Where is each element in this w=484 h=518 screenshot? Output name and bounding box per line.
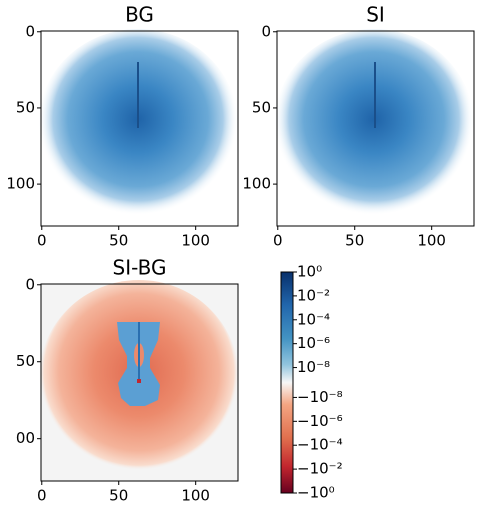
x-tick-label: 50 [109,232,128,250]
colorbar-tick-label: −10⁻² [297,460,343,478]
axes-frame [40,30,239,227]
x-tick-label: 50 [109,487,128,505]
y-tick-label: 100 [242,175,271,193]
x-tick-label: 100 [181,232,210,250]
colorbar-tick-label: 10⁻⁶ [297,334,330,352]
colorbar-frame [280,271,294,494]
x-tick-label: 0 [273,232,283,250]
colorbar-tick-label: 10⁻⁴ [297,310,330,328]
y-tick-label: 50 [252,98,271,116]
axes-frame [276,30,475,227]
colorbar-tick-label: 10⁻² [297,286,330,304]
colorbar-fill [281,272,293,493]
colorbar-tick-label: −10⁻⁶ [297,412,343,430]
x-tick-label: 0 [37,487,47,505]
colorbar-tick-label: −10⁻⁴ [297,436,343,454]
colorbar-tick-label: −10⁻⁸ [297,388,343,406]
colorbar-tick-label: 10⁻⁸ [297,358,330,376]
panel-title: BG [125,3,154,27]
y-tick-label: 0 [261,22,271,40]
y-tick-label: 0 [25,22,35,40]
panel-title: SI-BG [113,256,167,280]
colorbar-tick-label: 10⁰ [297,263,322,281]
image-si-bg [39,280,239,481]
image-si [274,29,474,226]
x-tick-label: 100 [181,487,210,505]
y-tick-label: 100 [6,175,35,193]
x-tick-label: 100 [417,232,446,250]
panel-title: SI [366,3,385,27]
y-tick-label: 00 [16,429,35,447]
x-tick-label: 50 [345,232,364,250]
colorbar-tick-label: −10⁰ [297,484,335,502]
axes-frame [40,283,239,482]
y-tick-label: 50 [16,98,35,116]
y-tick-label: 50 [16,352,35,370]
image-bg [38,29,238,226]
y-tick-label: 0 [25,275,35,293]
x-tick-label: 0 [37,232,47,250]
